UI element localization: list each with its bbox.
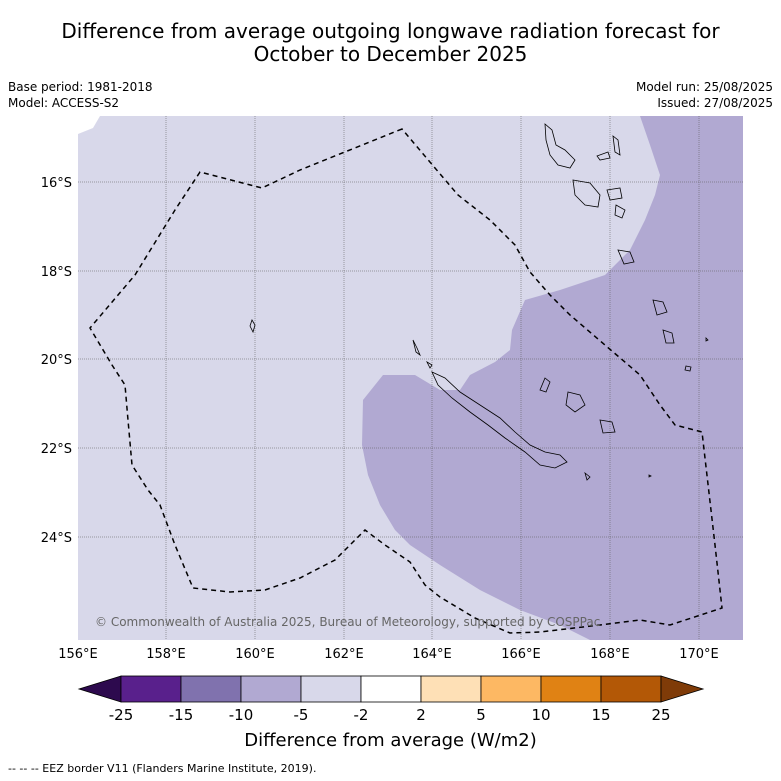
colorbar-tick-label: -10 — [229, 706, 254, 724]
lon-label: 158°E — [146, 647, 186, 662]
map-title: Difference from average outgoing longwav… — [0, 20, 781, 66]
lon-label: 162°E — [324, 647, 364, 662]
title-line-2: October to December 2025 — [253, 42, 528, 66]
lon-label: 170°E — [679, 647, 719, 662]
meta-left: Base period: 1981-2018 Model: ACCESS-S2 — [8, 79, 153, 111]
lon-label: 156°E — [58, 647, 98, 662]
eez-border — [89, 128, 723, 634]
model-name: Model: ACCESS-S2 — [8, 96, 120, 110]
base-period: Base period: 1981-2018 — [8, 80, 153, 94]
colorbar-tick-label: -25 — [109, 706, 134, 724]
colorbar-segment — [300, 675, 362, 703]
lon-label: 164°E — [412, 647, 452, 662]
lon-labels: 156°E 158°E 160°E 162°E 164°E 166°E 168°… — [58, 647, 719, 662]
lat-labels: 16°S 18°S 20°S 22°S 24°S — [41, 176, 72, 546]
colorbar-segment — [360, 675, 422, 703]
lat-label: 24°S — [41, 531, 72, 546]
colorbar-segment — [420, 675, 482, 703]
colorbar-segment — [240, 675, 302, 703]
model-run: Model run: 25/08/2025 — [635, 80, 773, 94]
vanuatu-coast — [544, 123, 576, 169]
colorbar-tick-label: -5 — [294, 706, 309, 724]
footnote: -- -- -- EEZ border V11 (Flanders Marine… — [8, 762, 317, 775]
no-data-area — [78, 116, 100, 134]
colorbar-tick-label: 25 — [651, 706, 670, 724]
lat-label: 16°S — [41, 176, 72, 191]
lat-label: 22°S — [41, 442, 72, 457]
meta-right: Model run: 25/08/2025 Issued: 27/08/2025 — [636, 79, 773, 111]
lon-label: 160°E — [235, 647, 275, 662]
colorbar-segment — [600, 675, 662, 703]
copyright-text: © Commonwealth of Australia 2025, Bureau… — [95, 615, 600, 629]
colorbar-tick-label: 2 — [416, 706, 426, 724]
issued-date: Issued: 27/08/2025 — [657, 96, 773, 110]
lon-label: 166°E — [501, 647, 541, 662]
colorbar-segment — [480, 675, 542, 703]
colorbar-extend-high — [660, 675, 705, 703]
colorbar-title: Difference from average (W/m2) — [244, 730, 537, 751]
colorbar-tick-label: -2 — [354, 706, 369, 724]
forecast-region-medium — [362, 116, 743, 640]
lon-label: 168°E — [590, 647, 630, 662]
colorbar: -25 -15 -10 -5 -2 2 5 10 15 25 — [77, 675, 705, 724]
lat-label: 20°S — [41, 353, 72, 368]
coastlines — [249, 123, 709, 481]
colorbar-segment — [120, 675, 182, 703]
title-line-1: Difference from average outgoing longwav… — [61, 19, 720, 43]
new-caledonia-coast — [431, 371, 568, 469]
colorbar-segment — [180, 675, 242, 703]
colorbar-tick-label: 15 — [591, 706, 610, 724]
colorbar-tick-label: 5 — [476, 706, 486, 724]
colorbar-segment — [540, 675, 602, 703]
gridlines — [78, 116, 743, 640]
lat-label: 18°S — [41, 265, 72, 280]
colorbar-tick-label: -15 — [169, 706, 194, 724]
colorbar-tick-label: 10 — [531, 706, 550, 724]
colorbar-extend-low — [77, 675, 122, 703]
